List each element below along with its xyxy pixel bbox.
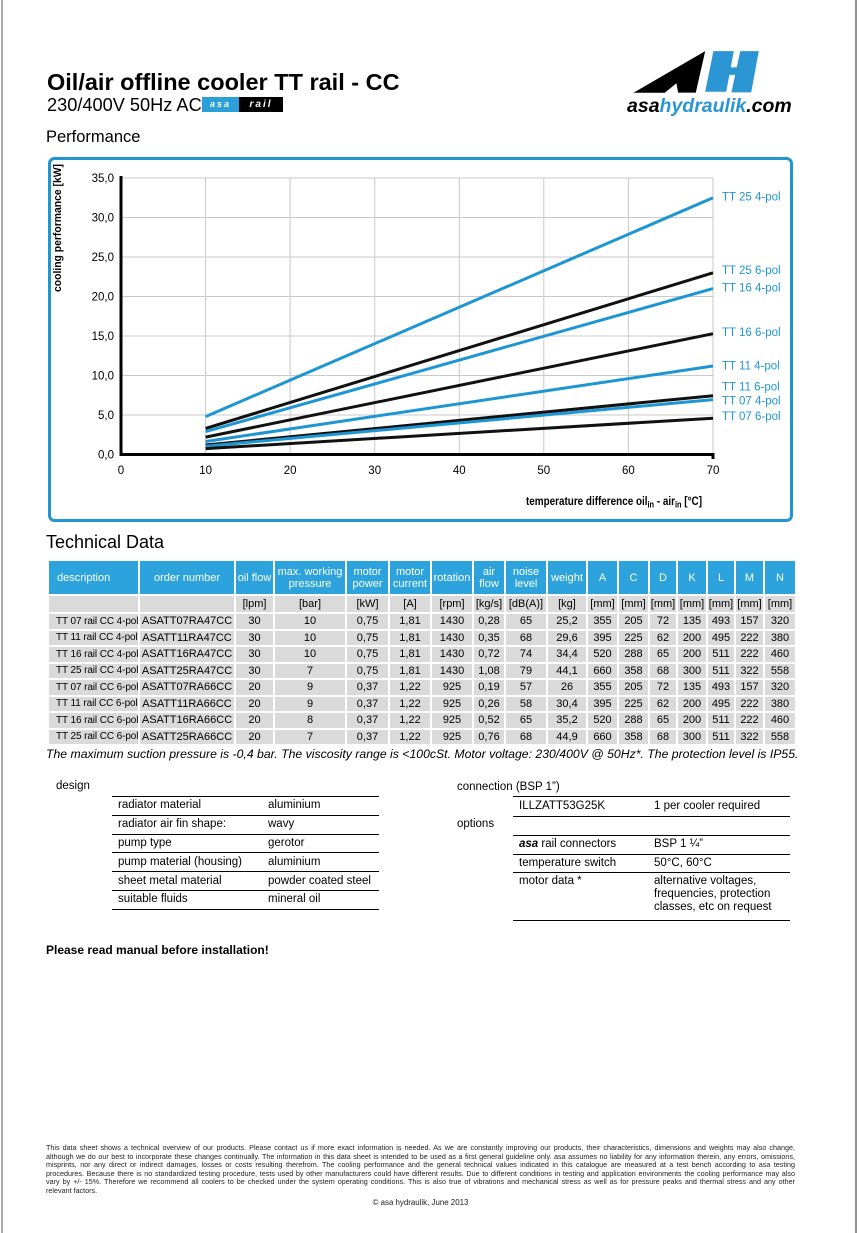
- svg-text:20: 20: [284, 465, 297, 477]
- svg-text:cooling performance [kW]: cooling performance [kW]: [52, 164, 64, 292]
- svg-text:0,0: 0,0: [98, 450, 114, 462]
- svg-text:35,0: 35,0: [92, 173, 114, 185]
- svg-text:20,0: 20,0: [92, 292, 114, 304]
- svg-text:TT 07 6-pol: TT 07 6-pol: [722, 411, 781, 423]
- svg-text:TT 25 4-pol: TT 25 4-pol: [722, 192, 781, 204]
- svg-text:TT 07 4-pol: TT 07 4-pol: [722, 396, 781, 408]
- svg-text:50: 50: [537, 465, 550, 477]
- svg-text:asahydraulik.com: asahydraulik.com: [627, 95, 792, 117]
- svg-text:0: 0: [118, 465, 124, 477]
- svg-text:70: 70: [707, 465, 720, 477]
- svg-text:TT 16 6-pol: TT 16 6-pol: [722, 327, 781, 339]
- svg-text:30: 30: [368, 465, 381, 477]
- svg-text:TT 25 6-pol: TT 25 6-pol: [722, 265, 781, 277]
- svg-text:60: 60: [622, 465, 635, 477]
- svg-text:temperature difference oilin -: temperature difference oilin - airin [°C…: [526, 494, 702, 510]
- svg-text:TT 16 4-pol: TT 16 4-pol: [722, 283, 781, 295]
- svg-text:10,0: 10,0: [92, 371, 114, 383]
- svg-text:15,0: 15,0: [92, 331, 114, 343]
- svg-text:40: 40: [453, 465, 466, 477]
- svg-text:5,0: 5,0: [98, 410, 114, 422]
- svg-text:TT 11 6-pol: TT 11 6-pol: [722, 381, 780, 393]
- svg-text:TT 11 4-pol: TT 11 4-pol: [722, 361, 780, 373]
- svg-text:30,0: 30,0: [92, 213, 114, 225]
- svg-text:10: 10: [199, 465, 212, 477]
- svg-text:25,0: 25,0: [92, 252, 114, 264]
